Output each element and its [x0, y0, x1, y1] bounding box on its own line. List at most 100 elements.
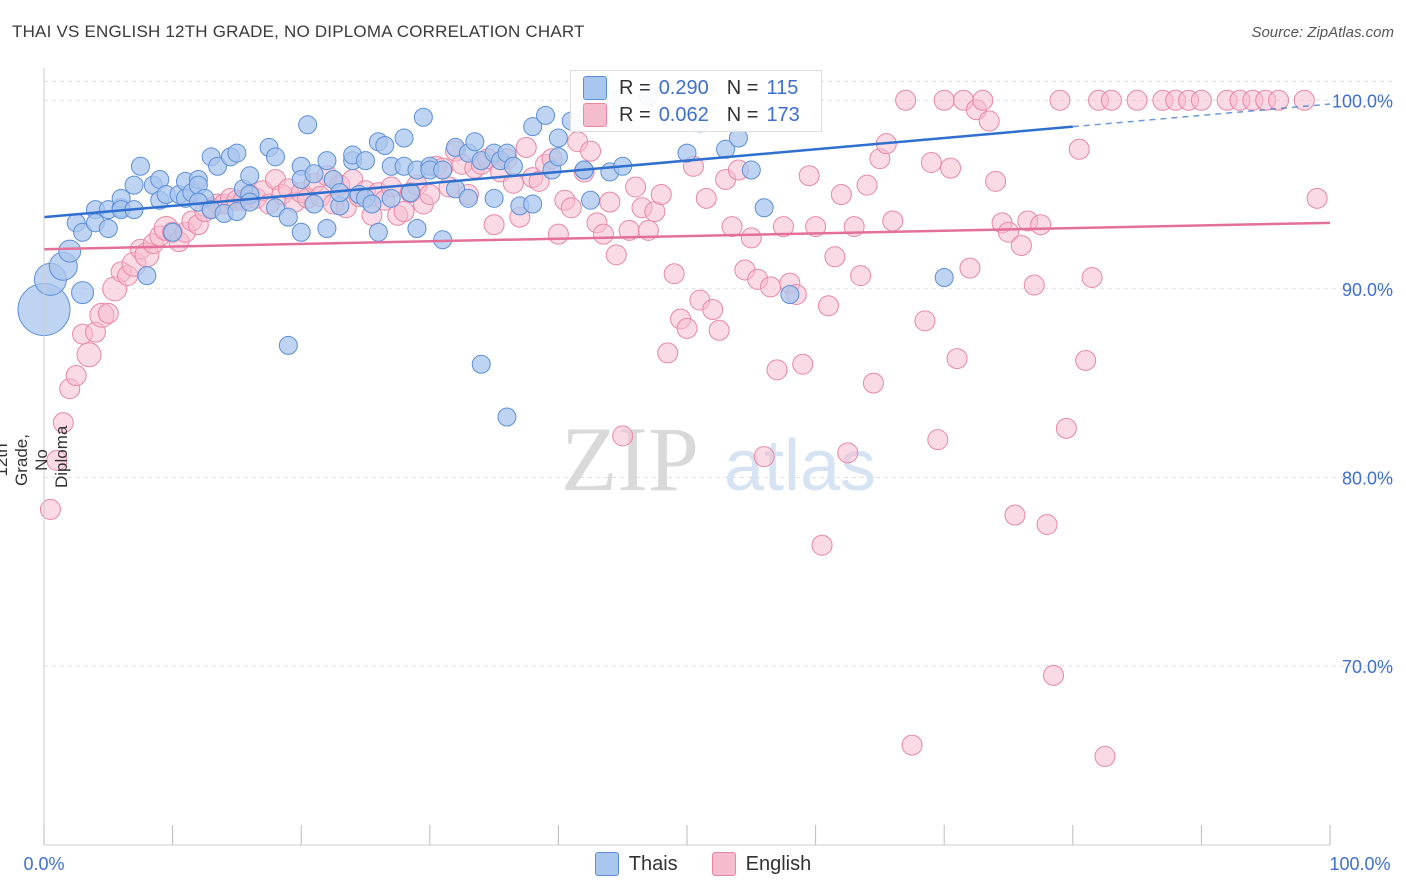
data-point-thais [298, 115, 318, 135]
data-point-english [760, 276, 782, 298]
data-point-english [580, 140, 602, 162]
data-point-english [1190, 89, 1212, 111]
data-point-english [1100, 89, 1122, 111]
data-point-english [612, 425, 634, 447]
data-point-thais [484, 188, 504, 208]
data-point-english [1036, 513, 1058, 535]
data-point-english [895, 89, 917, 111]
data-point-english [805, 216, 827, 238]
data-point-english [76, 342, 102, 368]
data-point-english [515, 136, 537, 158]
legend-r-label-english: R = [619, 103, 651, 126]
data-point-english [766, 359, 788, 381]
data-point-thais [278, 207, 298, 227]
series-legend-english[interactable]: English [711, 852, 811, 876]
legend-row-english: R = 0.062 N = 173 [583, 103, 800, 127]
series-label-thais: Thais [628, 852, 678, 875]
data-point-thais [137, 266, 157, 286]
data-point-thais [356, 151, 375, 171]
data-point-thais [934, 268, 954, 288]
data-point-thais [381, 188, 401, 208]
data-point-english [927, 429, 949, 451]
data-point-english [811, 534, 833, 556]
legend-n-label-thais: N = [726, 76, 759, 99]
y-tick-label: 70.0% [1342, 657, 1393, 677]
data-point-english [599, 191, 621, 213]
data-point-english [985, 170, 1007, 192]
data-point-english [483, 214, 505, 236]
series-legend: Thais English [0, 852, 1406, 876]
data-point-thais [163, 222, 183, 242]
data-point-thais [291, 222, 311, 242]
data-point-thais [548, 128, 568, 148]
data-point-thais [465, 132, 485, 152]
data-point-thais [240, 192, 260, 212]
data-point-english [702, 299, 724, 321]
data-point-english [920, 151, 942, 173]
data-point-english [940, 157, 962, 179]
legend-r-label-thais: R = [619, 76, 651, 99]
data-point-thais [240, 166, 260, 186]
data-point-thais [71, 281, 95, 305]
trend-lines [43, 103, 1331, 251]
data-point-english [721, 216, 743, 238]
data-point-thais [227, 143, 247, 163]
data-point-english [946, 348, 968, 370]
data-point-english [862, 372, 884, 394]
data-point-english [914, 310, 936, 332]
data-point-english [1055, 417, 1077, 439]
data-point-english [933, 89, 955, 111]
y-axis-title: 12th Grade, No Diploma [0, 425, 71, 488]
data-point-english [663, 263, 685, 285]
data-point-english [856, 174, 878, 196]
data-point-english [605, 244, 627, 266]
data-point-english [1081, 267, 1103, 289]
data-point-thais [394, 128, 414, 148]
data-point-english [978, 110, 1000, 132]
data-point-english [882, 210, 904, 232]
legend-r-value-thais: 0.290 [658, 76, 709, 99]
data-point-english [740, 227, 762, 249]
data-point-english [1043, 664, 1065, 686]
trend-line-thais [43, 125, 1073, 219]
data-point-english [52, 412, 74, 434]
data-point-english [901, 734, 923, 756]
source-credit: Source: ZipAtlas.com [1251, 24, 1394, 41]
data-point-english [657, 342, 679, 364]
data-point-english [419, 184, 441, 206]
data-point-english [959, 257, 981, 279]
data-point-english [547, 223, 569, 245]
data-point-english [1004, 504, 1026, 526]
data-point-thais [413, 107, 433, 127]
y-tick-label: 80.0% [1342, 468, 1393, 488]
data-point-thais [548, 147, 568, 167]
data-point-thais [536, 105, 556, 125]
data-point-english [708, 319, 730, 341]
data-point-english [695, 187, 717, 209]
data-point-english [850, 265, 872, 287]
data-point-english [1094, 745, 1116, 767]
data-point-thais [458, 188, 478, 208]
data-point-thais [523, 194, 543, 214]
correlation-legend: R = 0.290 N = 115 R = 0.062 N = 173 [570, 70, 822, 132]
data-point-thais [368, 222, 388, 242]
legend-r-value-english: 0.062 [658, 103, 709, 126]
data-point-english [560, 197, 582, 219]
data-point-english [39, 498, 61, 520]
data-point-thais [73, 222, 93, 242]
data-point-english [1049, 89, 1071, 111]
legend-n-value-thais: 115 [766, 76, 799, 99]
data-point-english [1068, 138, 1090, 160]
data-point-english [1268, 89, 1290, 111]
data-point-english [753, 446, 775, 468]
data-point-thais [98, 218, 118, 238]
data-point-thais [130, 156, 150, 176]
series-legend-thais[interactable]: Thais [594, 852, 678, 876]
legend-swatch-english [583, 103, 607, 127]
data-point-thais [265, 198, 285, 218]
data-point-english [65, 365, 87, 387]
data-point-thais [208, 156, 228, 176]
data-point-thais [317, 218, 337, 238]
data-point-english [637, 219, 659, 241]
data-point-english [676, 317, 698, 339]
